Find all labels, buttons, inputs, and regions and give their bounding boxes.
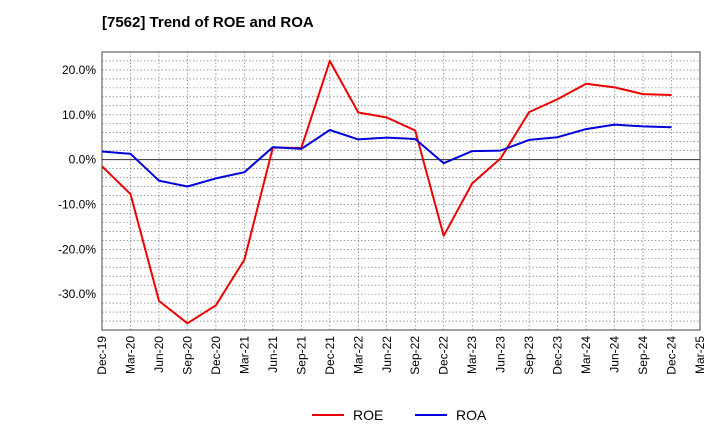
y-tick-label: 20.0% [62, 63, 96, 77]
x-tick-label: Mar-22 [351, 336, 365, 374]
series-line-roa [101, 123, 672, 188]
x-tick-label: Dec-22 [437, 336, 451, 375]
x-tick-label: Jun-21 [266, 336, 280, 373]
x-tick-label: Dec-19 [95, 336, 109, 375]
y-tick-label: 0.0% [69, 153, 97, 167]
x-tick-label: Dec-24 [665, 336, 679, 375]
x-tick-label: Mar-25 [693, 336, 707, 374]
x-tick-label: Jun-24 [608, 336, 622, 373]
x-tick-label: Dec-23 [551, 336, 565, 375]
x-tick-label: Mar-24 [579, 336, 593, 374]
y-tick-label: -30.0% [58, 287, 96, 301]
x-tick-label: Jun-20 [152, 336, 166, 373]
legend-label-roe: ROE [353, 407, 383, 423]
y-tick-label: -10.0% [58, 197, 96, 211]
x-tick-label: Mar-20 [123, 336, 137, 374]
x-tick-label: Mar-21 [237, 336, 251, 374]
series-line-roe [101, 60, 672, 325]
x-tick-label: Mar-23 [465, 336, 479, 374]
x-tick-label: Sep-24 [636, 336, 650, 375]
grid-lines [101, 51, 701, 331]
x-tick-label: Dec-21 [323, 336, 337, 375]
y-tick-labels: 20.0% 10.0% 0.0% -10.0% -20.0% -30.0% [58, 63, 96, 301]
x-tick-labels: Dec-19 Mar-20 Jun-20 Sep-20 Dec-20 Mar-21 Jun-… [95, 336, 707, 375]
legend-label-roa: ROA [456, 407, 487, 423]
x-tick-label: Sep-23 [522, 336, 536, 375]
x-tick-label: Sep-20 [180, 336, 194, 375]
x-tick-label: Jun-22 [380, 336, 394, 373]
legend: ROE ROA [312, 407, 487, 423]
x-tick-label: Jun-23 [494, 336, 508, 373]
series-lines [101, 60, 672, 325]
x-tick-label: Dec-20 [209, 336, 223, 375]
chart-title: [7562] Trend of ROE and ROA [102, 14, 314, 31]
y-tick-label: -20.0% [58, 242, 96, 256]
plot-frame [101, 51, 701, 331]
y-tick-label: 10.0% [62, 108, 96, 122]
x-tick-label: Sep-22 [408, 336, 422, 375]
x-tick-label: Sep-21 [294, 336, 308, 375]
